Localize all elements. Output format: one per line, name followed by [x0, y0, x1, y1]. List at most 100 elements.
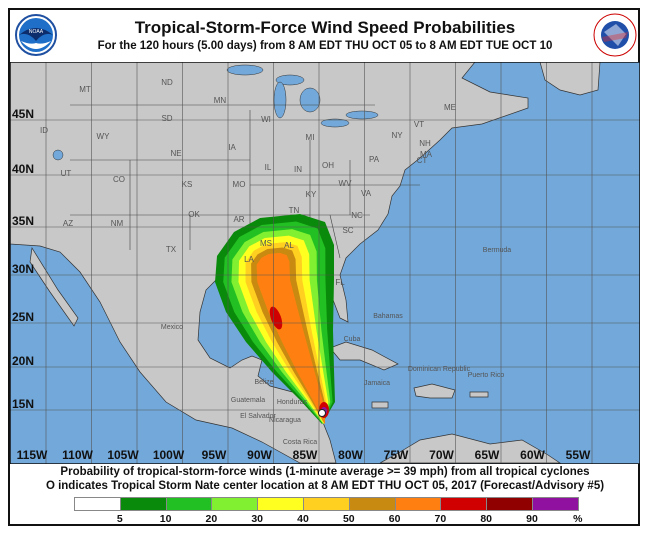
longitude-label: 100W	[153, 448, 185, 462]
place-label: Cuba	[344, 336, 361, 343]
place-label: ME	[444, 103, 456, 112]
place-label: NM	[111, 219, 124, 228]
place-label: VA	[361, 189, 372, 198]
legend-label: 70	[434, 513, 447, 525]
place-label: AZ	[63, 219, 73, 228]
place-label: Mexico	[161, 324, 183, 331]
place-label: Nicaragua	[269, 417, 301, 424]
place-label: Belize	[254, 379, 273, 386]
longitude-label: 60W	[520, 448, 545, 462]
lake	[275, 74, 305, 86]
place-label: PA	[369, 155, 380, 164]
newfoundland-landmass	[539, 62, 601, 96]
place-label: NY	[391, 131, 403, 140]
place-label: ID	[40, 126, 48, 135]
place-label: MI	[306, 133, 315, 142]
axis-labels: 45N 40N 35N 30N 25N 20N 15N 115W 110W 105W 100W 95W…	[12, 107, 591, 462]
legend-swatch	[532, 497, 579, 511]
place-label: ND	[161, 78, 173, 87]
legend-label: 60	[388, 513, 401, 525]
place-label: Dominican Republic	[408, 366, 471, 373]
lakes	[52, 64, 379, 161]
probability-contour-70	[269, 306, 283, 330]
baja-landmass	[29, 246, 79, 327]
lake	[320, 118, 350, 128]
legend-swatch	[74, 497, 121, 511]
puerto-rico-landmass	[469, 391, 489, 398]
place-label: FL	[335, 278, 345, 287]
storm-center-icon	[318, 409, 326, 417]
place-label: NH	[419, 139, 431, 148]
legend-swatch	[257, 497, 304, 511]
border-line	[329, 214, 341, 259]
longitude-label: 80W	[338, 448, 363, 462]
legend-label: 10	[159, 513, 172, 525]
place-label: El Salvador	[240, 413, 276, 420]
page-title: Tropical-Storm-Force Wind Speed Probabil…	[134, 18, 516, 37]
place-label: CT	[417, 156, 428, 165]
lake	[299, 87, 321, 113]
latitude-label: 25N	[12, 310, 34, 324]
legend-caption: Probability of tropical-storm-force wind…	[60, 466, 590, 478]
place-label: KS	[182, 180, 193, 189]
legend-label: 40	[297, 513, 309, 525]
page-subtitle: For the 120 hours (5.00 days) from 8 AM …	[97, 40, 553, 52]
place-label: MS	[260, 239, 272, 248]
legend-label: 90	[526, 513, 538, 525]
nws-logo	[593, 13, 637, 57]
jamaica-landmass	[371, 401, 389, 409]
storm-center-marker	[318, 409, 326, 417]
longitude-label: 90W	[247, 448, 272, 462]
place-label: AR	[233, 215, 244, 224]
latitude-label: 20N	[12, 354, 34, 368]
legend-label: 5	[116, 513, 123, 525]
longitude-label: 115W	[17, 448, 48, 462]
state-borders	[70, 104, 420, 259]
probability-swath	[215, 214, 335, 424]
place-label: MO	[233, 180, 246, 189]
place-label: WI	[261, 115, 271, 124]
legend-swatch	[165, 497, 213, 511]
legend-swatch	[440, 497, 488, 511]
legend-swatch	[119, 497, 167, 511]
place-label: IA	[228, 143, 236, 152]
legend-label: %	[573, 513, 583, 525]
lake	[345, 110, 379, 120]
place-label: Bahamas	[373, 313, 403, 320]
latitude-label: 40N	[12, 162, 34, 176]
legend-swatch	[348, 497, 396, 511]
place-label: NC	[351, 211, 363, 220]
place-label: MA	[420, 150, 433, 159]
longitude-label: 75W	[384, 448, 409, 462]
place-label: Guatemala	[231, 397, 265, 404]
place-label: Puerto Rico	[468, 372, 505, 379]
place-label: Costa Rica	[283, 439, 317, 446]
place-label: LA	[244, 255, 254, 264]
longitude-label: 65W	[475, 448, 500, 462]
longitude-label: 95W	[202, 448, 227, 462]
storm-center-caption: O indicates Tropical Storm Nate center l…	[45, 480, 605, 492]
place-label: VT	[414, 120, 424, 129]
place-label: WY	[97, 132, 111, 141]
lake	[52, 149, 64, 161]
place-label: AL	[284, 241, 294, 250]
place-label: SD	[161, 114, 172, 123]
legend-swatch	[394, 497, 442, 511]
place-label: KY	[306, 190, 317, 199]
latitude-label: 15N	[12, 397, 34, 411]
longitude-label: 110W	[62, 448, 93, 462]
legend-swatch	[211, 497, 259, 511]
place-label: NE	[170, 149, 181, 158]
place-label: OH	[322, 161, 334, 170]
legend-label: 30	[251, 513, 264, 525]
place-label: TX	[166, 245, 177, 254]
place-label: UT	[61, 169, 72, 178]
hispaniola-landmass	[413, 383, 456, 399]
longitude-label: 55W	[566, 448, 591, 462]
longitude-label: 85W	[293, 448, 318, 462]
longitude-label: 70W	[429, 448, 454, 462]
noaa-logo-text: NOAA	[29, 29, 44, 35]
legend-swatch	[303, 497, 350, 511]
